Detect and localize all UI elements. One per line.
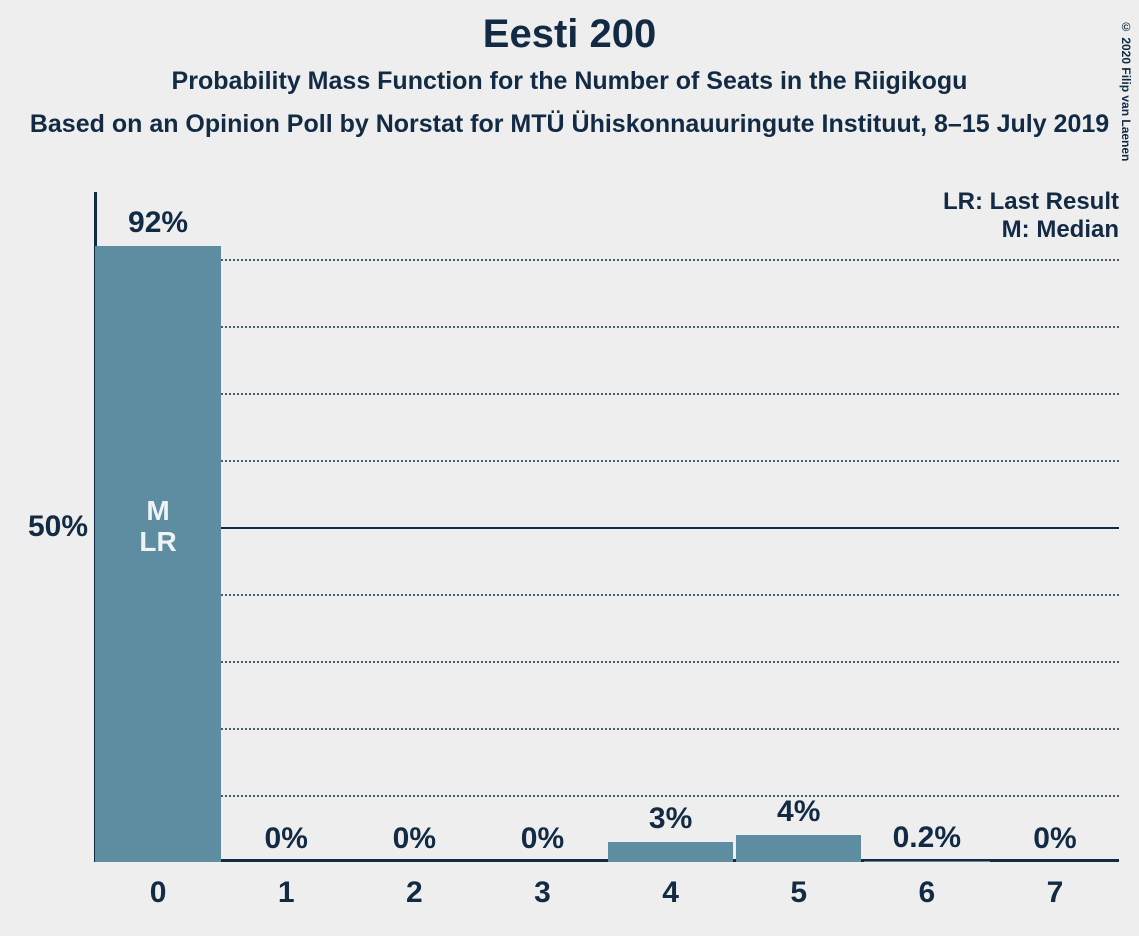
x-tick-label: 7 xyxy=(1047,876,1064,910)
bar: MLR xyxy=(95,246,221,862)
bar xyxy=(864,861,990,862)
chart-title: Eesti 200 xyxy=(0,12,1139,57)
gridline xyxy=(94,259,1119,261)
legend-lr: LR: Last Result xyxy=(943,188,1119,216)
bar-marker-label: MLR xyxy=(95,496,221,558)
x-tick-label: 1 xyxy=(278,876,295,910)
bar-value-label: 0% xyxy=(1033,822,1076,856)
x-tick-label: 0 xyxy=(150,876,167,910)
bar-value-label: 3% xyxy=(649,802,692,836)
gridline xyxy=(94,326,1119,328)
copyright-text: © 2020 Filip van Laenen xyxy=(1119,20,1133,161)
gridline xyxy=(94,594,1119,596)
bar-value-label: 0% xyxy=(393,822,436,856)
bar xyxy=(608,842,734,862)
bar xyxy=(736,835,862,862)
x-tick-label: 6 xyxy=(918,876,935,910)
x-tick-label: 3 xyxy=(534,876,551,910)
legend-m: M: Median xyxy=(943,216,1119,244)
bar-value-label: 4% xyxy=(777,795,820,829)
legend: LR: Last ResultM: Median xyxy=(943,188,1119,244)
bar-value-label: 0% xyxy=(521,822,564,856)
gridline xyxy=(94,795,1119,797)
x-tick-label: 2 xyxy=(406,876,423,910)
gridline xyxy=(94,661,1119,663)
x-tick-label: 5 xyxy=(790,876,807,910)
gridline xyxy=(94,393,1119,395)
bar-value-label: 0% xyxy=(265,822,308,856)
gridline xyxy=(94,728,1119,730)
chart-plot-area: 50%MLR92%00%10%20%33%44%50.2%60%7LR: Las… xyxy=(94,192,1119,862)
chart-source: Based on an Opinion Poll by Norstat for … xyxy=(0,110,1139,139)
gridline xyxy=(94,460,1119,462)
bar-value-label: 0.2% xyxy=(893,821,961,855)
gridline xyxy=(94,527,1119,529)
chart-subtitle: Probability Mass Function for the Number… xyxy=(0,67,1139,96)
x-tick-label: 4 xyxy=(662,876,679,910)
bar-value-label: 92% xyxy=(128,206,188,240)
y-tick-label: 50% xyxy=(10,510,88,544)
